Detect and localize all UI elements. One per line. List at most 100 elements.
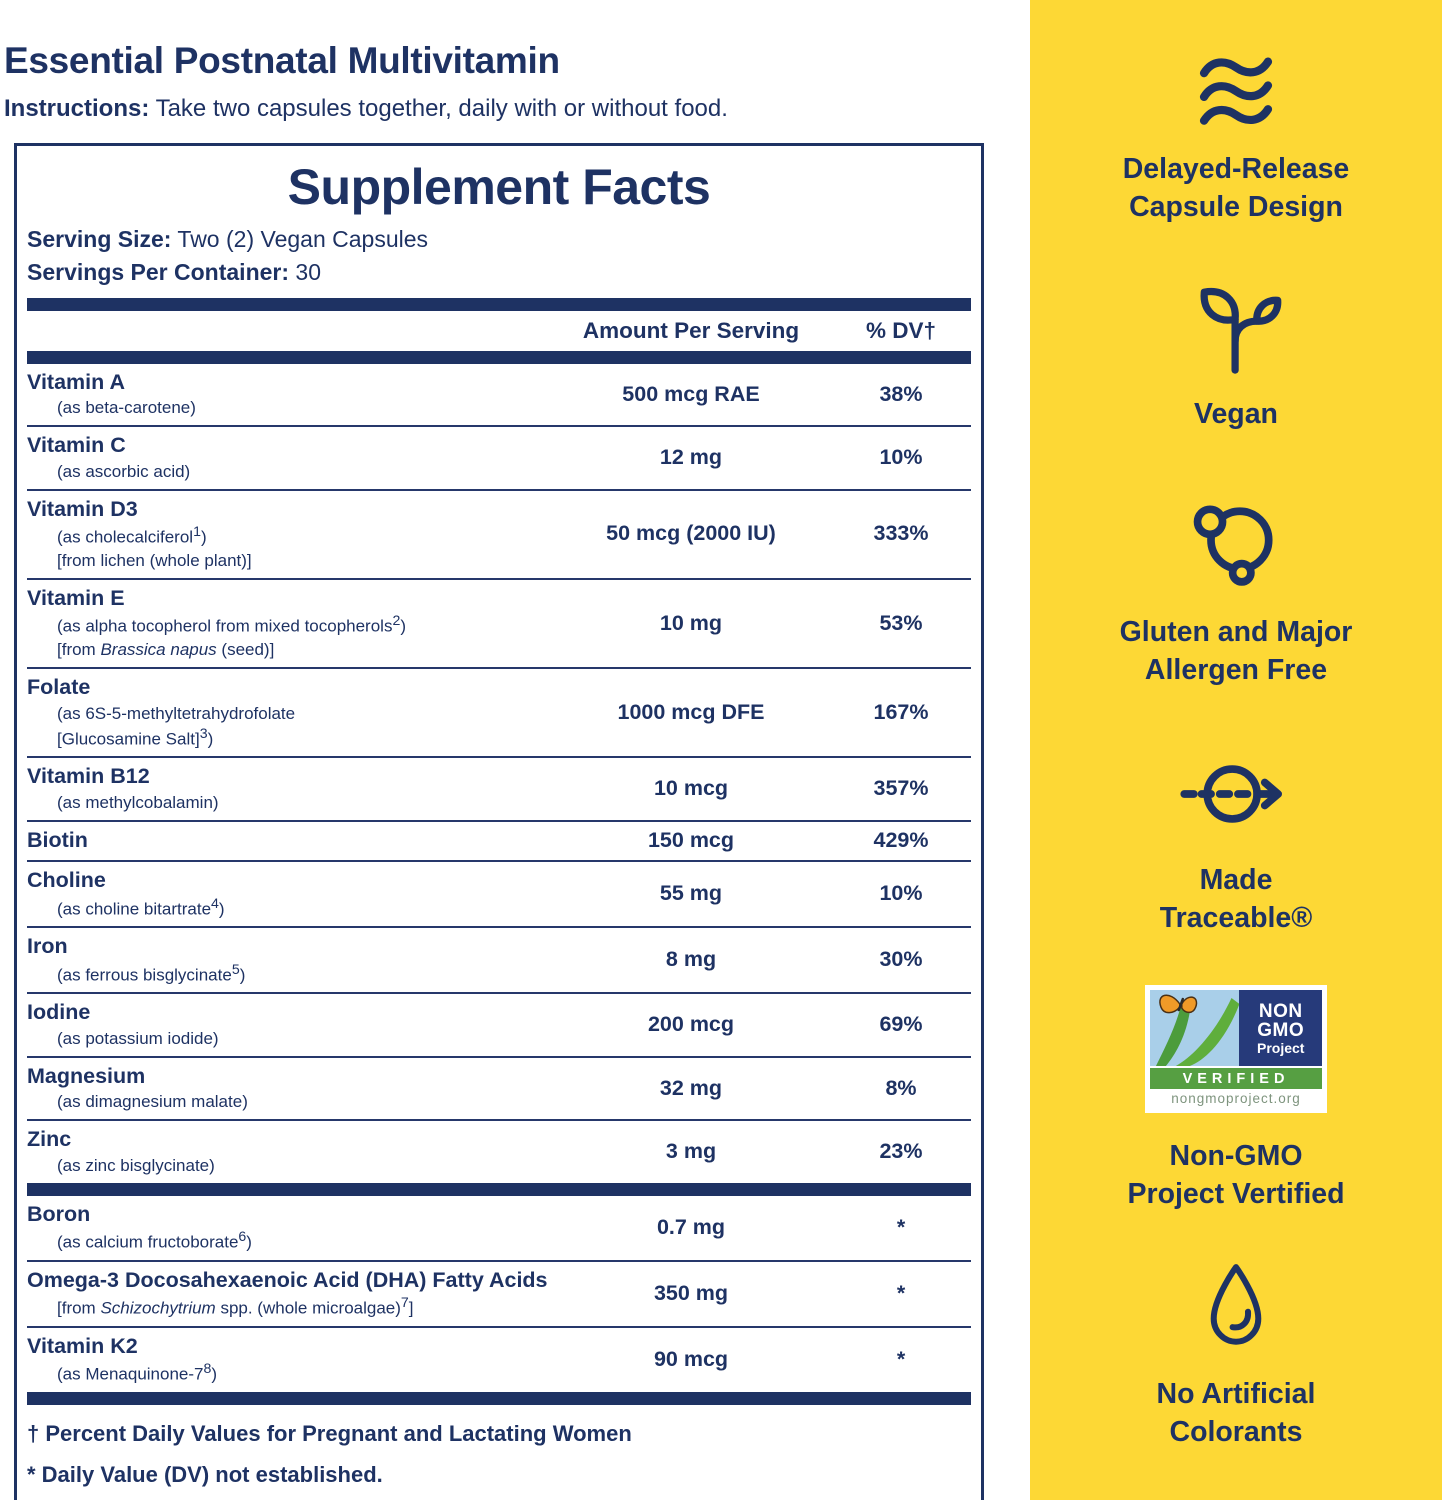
nutrient-dv: 69% xyxy=(879,1012,923,1037)
nutrient-row: Vitamin K2 (as Menaquinone-78) 90 mcg * xyxy=(27,1325,971,1392)
instructions-label: Instructions: xyxy=(4,95,150,122)
feature-vegan: Vegan xyxy=(1030,272,1442,434)
nutrient-row: Vitamin E (as alpha tocopherol from mixe… xyxy=(27,578,971,667)
servings-value: 30 xyxy=(295,259,322,285)
nutrient-name: Vitamin K2 xyxy=(27,1333,138,1358)
nutrient-name: Vitamin C xyxy=(27,433,126,458)
nutrient-rows-main: Vitamin A (as beta-carotene) 500 mcg RAE… xyxy=(27,364,971,1183)
nutrient-row: Iodine (as potassium iodide) 200 mcg 69% xyxy=(27,992,971,1055)
nutrient-name: Boron xyxy=(27,1201,91,1226)
nutrient-dv: * xyxy=(896,1346,906,1371)
nutrient-amount: 32 mg xyxy=(659,1075,723,1100)
feature-delayed-release: Delayed-Release Capsule Design xyxy=(1030,55,1442,226)
non-gmo-badge-art xyxy=(1150,990,1240,1066)
nutrient-name: Vitamin B12 xyxy=(27,764,150,789)
features-sidebar: Delayed-Release Capsule Design Vegan xyxy=(1030,0,1442,1500)
nutrient-dv: 8% xyxy=(885,1075,917,1100)
nutrient-row: Boron (as calcium fructoborate6) 0.7 mg … xyxy=(27,1196,971,1260)
nutrient-name: Zinc xyxy=(27,1127,72,1152)
nutrient-dv: 357% xyxy=(873,776,929,801)
nutrient-amount: 200 mcg xyxy=(647,1012,735,1037)
nutrient-row: Choline (as choline bitartrate4) 55 mg 1… xyxy=(27,860,971,926)
traceable-arrow-icon xyxy=(1180,765,1282,823)
nutrient-dv: * xyxy=(896,1214,906,1239)
nutrient-dv: 167% xyxy=(873,699,929,724)
nutrient-dv: 333% xyxy=(873,521,929,546)
footnote-dv: † Percent Daily Values for Pregnant and … xyxy=(27,1420,632,1446)
column-header-amount: Amount Per Serving xyxy=(582,318,800,343)
divider-bar xyxy=(27,1391,971,1405)
footnotes: † Percent Daily Values for Pregnant and … xyxy=(27,1405,971,1500)
nutrient-dv: 53% xyxy=(879,610,923,635)
feature-caption: No Artificial Colorants xyxy=(1156,1378,1316,1448)
nutrient-row: Folate (as 6S-5-methyltetrahydrofolate [G… xyxy=(27,667,971,756)
non-gmo-badge-verified: VERIFIED xyxy=(1150,1066,1322,1089)
feature-allergen-free: Gluten and Major Allergen Free xyxy=(1030,492,1442,689)
servings-label: Servings Per Container: xyxy=(27,259,290,285)
nutrient-amount: 10 mg xyxy=(659,610,723,635)
nutrient-row: Vitamin C (as ascorbic acid) 12 mg 10% xyxy=(27,425,971,488)
feature-caption: Made Traceable® xyxy=(1159,864,1313,934)
serving-size-value: Two (2) Vegan Capsules xyxy=(177,226,429,252)
non-gmo-badge-wordmark: NON GMO Project xyxy=(1239,990,1322,1066)
nutrient-dv: * xyxy=(896,1280,906,1305)
nutrient-dv: 429% xyxy=(873,828,929,852)
nutrient-source: (as 6S-5-methyltetrahydrofolate [Glucosam… xyxy=(57,703,296,749)
instructions-line: Instructions: Take two capsules together… xyxy=(4,95,1010,123)
instructions-text: Take two capsules together, daily with o… xyxy=(155,95,728,122)
nutrient-name: Vitamin D3 xyxy=(27,496,138,521)
page-title: Essential Postnatal Multivitamin xyxy=(4,40,560,81)
supplement-facts-title: Supplement Facts xyxy=(287,159,711,215)
nutrient-name: Iodine xyxy=(27,1000,91,1025)
nutrient-amount: 1000 mcg DFE xyxy=(617,699,765,724)
nutrient-rows-other: Boron (as calcium fructoborate6) 0.7 mg … xyxy=(27,1196,971,1392)
nutrient-source: (as ascorbic acid) xyxy=(57,461,191,481)
waves-icon xyxy=(1199,57,1273,125)
nutrient-row: Vitamin B12 (as methylcobalamin) 10 mcg … xyxy=(27,756,971,819)
nutrient-source: (as choline bitartrate4) xyxy=(57,895,225,919)
nutrient-source: (as methylcobalamin) xyxy=(57,792,219,812)
nutrient-amount: 350 mg xyxy=(653,1280,729,1305)
servings-per-container-line: Servings Per Container: 30 xyxy=(27,259,971,286)
nutrient-source: (as beta-carotene) xyxy=(57,398,196,418)
nutrient-amount: 150 mcg xyxy=(647,828,735,852)
nutrient-source: (as calcium fructoborate6) xyxy=(57,1229,252,1252)
nutrient-source: [from Schizochytrium spp. (whole microal… xyxy=(57,1295,414,1318)
non-gmo-badge-url: nongmoproject.org xyxy=(1150,1089,1322,1108)
nutrient-name: Magnesium xyxy=(27,1063,146,1088)
nutrient-dv: 30% xyxy=(879,947,923,972)
nutrient-source: (as Menaquinone-78) xyxy=(57,1361,218,1384)
divider-bar xyxy=(27,351,971,364)
feature-no-colorants: No Artificial Colorants xyxy=(1030,1262,1442,1451)
nutrient-dv: 10% xyxy=(879,881,923,906)
nutrient-source: (as potassium iodide) xyxy=(57,1028,219,1048)
nutrient-source: (as cholecalciferol1) [from lichen (whole… xyxy=(57,524,252,570)
nutrient-amount: 50 mcg (2000 IU) xyxy=(606,521,776,546)
divider-bar xyxy=(27,298,971,311)
nutrient-amount: 3 mg xyxy=(665,1138,717,1163)
nutrient-amount: 10 mcg xyxy=(653,776,729,801)
sprout-icon xyxy=(1200,287,1282,374)
serving-size-line: Serving Size: Two (2) Vegan Capsules xyxy=(27,226,971,253)
feature-made-traceable: Made Traceable® xyxy=(1030,748,1442,937)
nutrient-row: Magnesium (as dimagnesium malate) 32 mg … xyxy=(27,1055,971,1119)
serving-size-label: Serving Size: xyxy=(27,226,172,252)
nutrient-source: (as zinc bisglycinate) xyxy=(57,1155,215,1175)
nutrient-amount: 8 mg xyxy=(665,947,717,972)
feature-caption: Gluten and Major Allergen Free xyxy=(1119,616,1353,686)
nutrient-name: Vitamin A xyxy=(27,370,125,394)
main-panel: Essential Postnatal Multivitamin Instruc… xyxy=(4,0,1010,1500)
molecule-circles-icon xyxy=(1193,505,1273,586)
feature-non-gmo: NON GMO Project VERIFIED nongmoproject.o… xyxy=(1030,985,1442,1213)
nutrient-amount: 90 mcg xyxy=(653,1346,729,1371)
nutrient-row: Iron (as ferrous bisglycinate5) 8 mg 30% xyxy=(27,926,971,992)
droplet-icon xyxy=(1210,1264,1262,1345)
table-header-row: Amount Per Serving % DV† xyxy=(27,311,971,351)
nutrient-name: Folate xyxy=(27,675,91,700)
butterfly-leaf-icon xyxy=(1155,994,1240,1066)
nutrient-row: Zinc (as zinc bisglycinate) 3 mg 23% xyxy=(27,1119,971,1182)
feature-caption: Delayed-Release Capsule Design xyxy=(1122,153,1350,223)
nutrient-name: Vitamin E xyxy=(27,586,125,611)
non-gmo-badge: NON GMO Project VERIFIED nongmoproject.o… xyxy=(1145,985,1327,1113)
nutrient-name: Iron xyxy=(27,934,68,959)
